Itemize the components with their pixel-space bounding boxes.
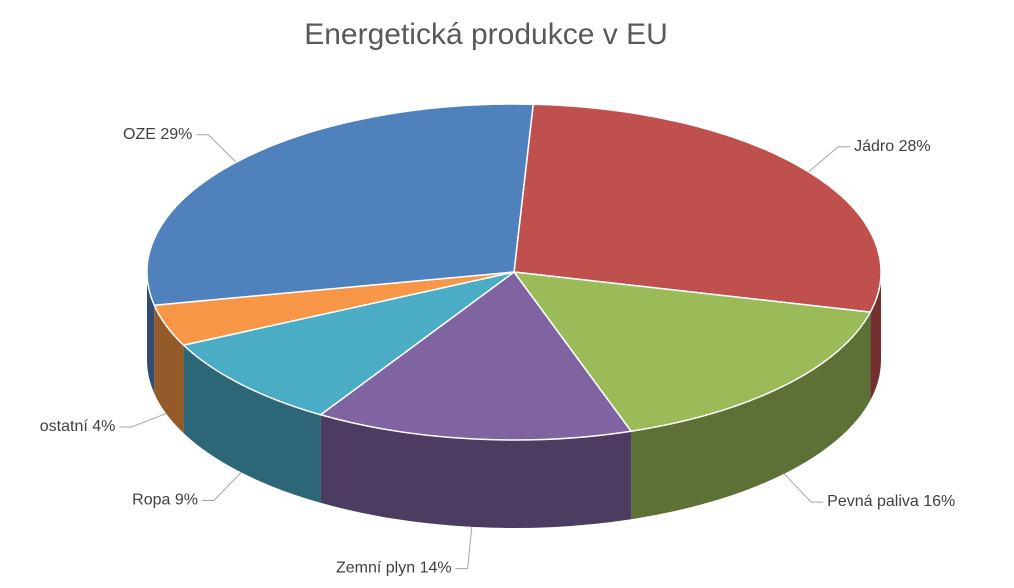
slice [512,271,872,433]
label-value: 28% [899,138,931,155]
slice-side [154,305,184,434]
label-value: 9% [175,492,198,509]
leader-line [196,134,237,163]
label-category: Jádro [854,138,894,155]
label-value: 29% [160,126,192,143]
leader-line [783,473,824,503]
slice [182,271,515,416]
slice [146,103,535,307]
slice-side [870,272,881,401]
label-category: ostatní [40,418,89,435]
data-label: ostatní 4% [40,418,116,435]
label-value: 14% [420,560,452,577]
leader-line [119,413,167,428]
label-category: Ropa [132,492,170,509]
label-category: Pevná paliva [827,493,919,510]
label-value: 4% [92,418,115,435]
leader-line [201,472,242,502]
data-label: OZE 29% [123,126,192,143]
data-label: Ropa 9% [132,492,198,509]
label-value: 16% [923,493,955,510]
data-label: Pevná paliva 16% [827,493,955,510]
chart-title: Energetická produkce v EU [304,18,668,51]
data-label: Jádro 28% [854,138,931,155]
leader-line [455,526,473,570]
slice [513,103,882,313]
label-category: OZE [123,126,156,143]
slice-side [320,414,632,528]
slice [318,270,633,441]
slice-side [631,312,871,520]
slice-side [183,345,321,503]
label-category: Zemní plyn [336,560,415,577]
data-label: Zemní plyn 14% [336,560,452,577]
leader-line [808,146,851,173]
